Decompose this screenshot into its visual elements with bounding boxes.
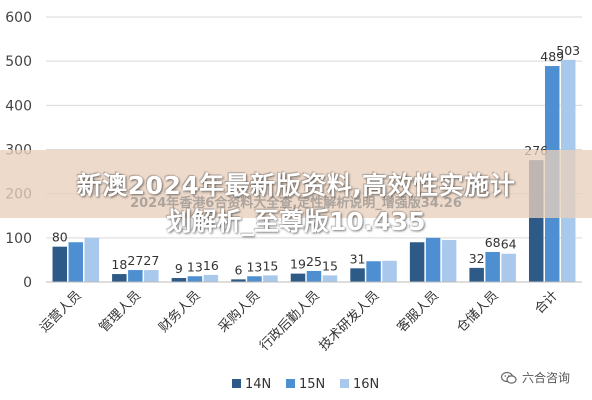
category-label: 仓储人员 xyxy=(454,288,501,335)
data-label: 13 xyxy=(187,259,203,274)
data-label: 27 xyxy=(127,253,143,268)
category-label: 运营人员 xyxy=(37,288,84,335)
y-tick-label: 400 xyxy=(5,98,32,114)
category-label: 合计 xyxy=(532,288,561,317)
headline-banner xyxy=(0,150,592,218)
data-label: 18 xyxy=(111,257,127,272)
bar xyxy=(144,270,159,282)
overlay-subline: 2024年香港6合资料大全查,定性解析说明_增强版34.26 xyxy=(130,196,462,211)
legend: 14N 15N 16N xyxy=(232,377,379,392)
legend-label: 15N xyxy=(299,377,325,392)
bar xyxy=(231,279,246,282)
data-label: 31 xyxy=(350,251,366,266)
bar xyxy=(469,267,484,282)
legend-swatch xyxy=(340,379,349,388)
bar xyxy=(112,274,127,282)
bar xyxy=(501,253,516,282)
data-label: 503 xyxy=(556,43,580,58)
y-tick-label: 0 xyxy=(23,275,32,291)
category-label: 客服人员 xyxy=(394,288,442,336)
data-label: 6 xyxy=(234,262,242,277)
bar xyxy=(171,278,187,282)
y-tick-label: 600 xyxy=(5,10,32,26)
bar xyxy=(247,276,262,282)
data-label: 16 xyxy=(203,258,219,273)
legend-label: 16N xyxy=(353,377,379,392)
bar xyxy=(485,251,500,282)
y-tick-label: 500 xyxy=(5,54,32,70)
category-label: 行政后勤人员 xyxy=(257,288,323,354)
overlay-headline-line1: 新澳2024年最新版资料,高效性实施计 xyxy=(76,171,516,200)
y-tick-label: 100 xyxy=(5,231,32,247)
data-label: 68 xyxy=(485,235,501,250)
data-label: 9 xyxy=(175,261,183,276)
bar xyxy=(290,273,306,282)
category-label: 财务人员 xyxy=(156,288,204,336)
data-label: 15 xyxy=(262,258,278,273)
data-label: 13 xyxy=(246,259,262,274)
data-label: 15 xyxy=(322,258,338,273)
wechat-icon xyxy=(500,371,517,384)
data-label: 19 xyxy=(290,257,306,272)
bar xyxy=(187,276,203,282)
bar xyxy=(52,246,68,282)
bar xyxy=(350,268,365,282)
bar xyxy=(68,242,84,282)
legend-swatch xyxy=(232,379,241,388)
data-label: 25 xyxy=(306,254,322,269)
watermark-text: 六合咨询 xyxy=(521,371,570,385)
bar xyxy=(306,270,322,282)
bar xyxy=(366,261,381,282)
category-label: 技术研发人员 xyxy=(316,288,382,354)
bar xyxy=(425,237,441,282)
category-label: 采购人员 xyxy=(215,288,263,336)
category-label: 管理人员 xyxy=(97,288,144,335)
legend-label: 14N xyxy=(245,377,271,392)
bar xyxy=(84,237,100,282)
data-label: 489 xyxy=(540,49,564,64)
legend-swatch xyxy=(286,379,295,388)
data-label: 80 xyxy=(52,230,68,245)
bar xyxy=(382,260,397,282)
data-label: 64 xyxy=(501,237,517,252)
bar xyxy=(203,274,219,282)
bar xyxy=(263,275,278,282)
overlay-headline-line2: 划解析_至尊版10.435 xyxy=(166,207,426,236)
bar xyxy=(409,242,425,282)
watermark: 六合咨询 xyxy=(500,369,570,386)
data-label: 27 xyxy=(143,253,159,268)
data-label: 32 xyxy=(469,251,485,266)
bar xyxy=(322,275,338,282)
bar xyxy=(128,270,143,282)
bar xyxy=(441,240,457,282)
